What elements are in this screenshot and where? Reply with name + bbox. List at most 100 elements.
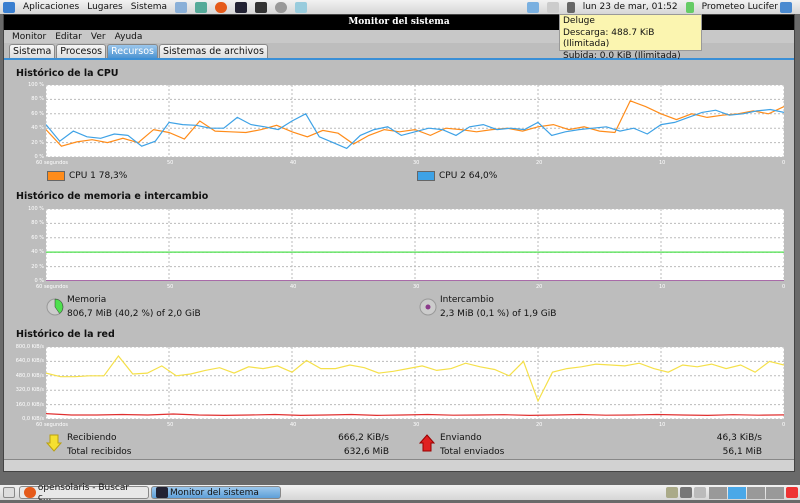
user-name[interactable]: Prometeo Lucifer (701, 2, 778, 12)
cpu2-color-swatch[interactable] (417, 171, 435, 181)
gnome-foot-icon[interactable] (3, 1, 15, 13)
task-firefox[interactable]: opensolaris - Buscar c... (19, 483, 149, 503)
settings-icon[interactable] (275, 1, 288, 13)
y-tick-label: 60 % (31, 110, 44, 117)
y-tick-label: 0 % (34, 278, 44, 284)
x-tick-label: 0 (782, 160, 786, 166)
tooltip-title: Deluge (563, 16, 595, 26)
received-label: Recibiendo (67, 433, 117, 443)
download-arrow-icon[interactable] (46, 434, 62, 452)
top-panel: Aplicaciones Lugares Sistema lun 23 de m… (0, 0, 800, 14)
y-tick-label: 480,0 KiB/s (15, 372, 44, 379)
deluge-icon[interactable] (526, 1, 539, 13)
memory-section-title: Histórico de memoria e intercambio (16, 191, 209, 202)
system-monitor-window: Monitor del sistema Monitor Editar Ver A… (3, 14, 795, 472)
task-label: opensolaris - Buscar c... (37, 482, 130, 503)
x-tick-label: 10 (659, 160, 666, 166)
x-tick-label: 0 (782, 284, 786, 290)
monitor-icon (156, 487, 168, 498)
y-tick-label: 40 % (31, 249, 44, 256)
show-desktop-icon[interactable] (3, 487, 15, 498)
firefox-icon[interactable] (215, 1, 228, 13)
menu-aplicaciones[interactable]: Aplicaciones (23, 2, 80, 12)
y-tick-label: 0 % (34, 154, 44, 160)
y-tick-label: 0,0 KiB/s (22, 416, 44, 422)
x-tick-label: 50 (167, 284, 174, 290)
menu-sistema[interactable]: Sistema (130, 2, 168, 12)
swap-pie-icon[interactable] (418, 297, 438, 317)
y-tick-label: 20 % (31, 139, 44, 146)
y-tick-label: 320,0 KiB/s (15, 387, 44, 394)
terminal-icon[interactable] (255, 1, 268, 13)
monitor-icon[interactable] (235, 1, 248, 13)
power-icon[interactable] (566, 1, 575, 13)
sent-rate: 46,3 KiB/s (716, 433, 762, 443)
memory-pie-icon[interactable] (45, 297, 65, 317)
mail-icon[interactable] (295, 1, 308, 13)
task-system-monitor[interactable]: Monitor del sistema (151, 486, 281, 499)
x-tick-label: 30 (413, 284, 420, 290)
status-bar (4, 459, 794, 471)
network-section-title: Histórico de la red (16, 329, 115, 340)
y-tick-label: 80 % (31, 96, 44, 103)
menu-lugares[interactable]: Lugares (87, 2, 123, 12)
received-line (45, 355, 785, 403)
received-rate: 666,2 KiB/s (338, 433, 389, 443)
x-tick-label: 20 (536, 160, 543, 166)
y-tick-label: 100 % (28, 82, 44, 88)
x-tick-label: 10 (659, 284, 666, 290)
trash-icon[interactable] (786, 487, 798, 498)
y-tick-label: 640,0 KiB/s (15, 358, 44, 365)
tab-sistemas-de-archivos[interactable]: Sistemas de archivos (159, 44, 268, 58)
workspace-4[interactable] (766, 486, 784, 499)
cpu1-color-swatch[interactable] (47, 171, 65, 181)
cpu-section-title: Histórico de la CPU (16, 68, 119, 79)
cpu2-legend: CPU 2 64,0% (439, 171, 498, 181)
received-total-label: Total recibidos (67, 447, 132, 457)
menu-ayuda[interactable]: Ayuda (114, 31, 143, 42)
swap-label: Intercambio (440, 295, 494, 305)
users-icon[interactable] (195, 1, 208, 13)
x-tick-label: 30 (413, 160, 420, 166)
menu-editar[interactable]: Editar (55, 31, 82, 42)
tab-procesos[interactable]: Procesos (56, 44, 107, 58)
x-tick-label: 40 (290, 422, 297, 428)
upload-arrow-icon[interactable] (419, 434, 435, 452)
x-tick-label: 60 segundos (36, 284, 68, 290)
menu-ver[interactable]: Ver (90, 31, 106, 42)
tray-icon[interactable] (680, 487, 692, 498)
cpu1-line (45, 100, 785, 147)
x-tick-label: 30 (413, 422, 420, 428)
y-tick-label: 20 % (31, 263, 44, 270)
tray-icon[interactable] (694, 487, 706, 498)
y-tick-label: 40 % (31, 125, 44, 132)
launcher-icon[interactable] (175, 1, 188, 13)
sent-total-label: Total enviados (440, 447, 505, 457)
tab-sistema[interactable]: Sistema (9, 44, 56, 58)
cpu1-legend: CPU 1 78,3% (69, 171, 128, 181)
sent-line (45, 413, 785, 417)
workspace-1[interactable] (709, 486, 727, 499)
x-tick-label: 0 (782, 422, 786, 428)
workspace-2[interactable] (728, 486, 746, 499)
y-tick-label: 160,0 KiB/s (15, 401, 44, 408)
tab-bar: Sistema Procesos Recursos Sistemas de ar… (4, 44, 794, 60)
tab-recursos[interactable]: Recursos (107, 44, 159, 58)
menu-monitor[interactable]: Monitor (12, 31, 47, 42)
task-label: Monitor del sistema (170, 487, 259, 498)
x-tick-label: 50 (167, 422, 174, 428)
y-tick-label: 60 % (31, 234, 44, 241)
shutdown-icon[interactable] (780, 1, 792, 13)
x-tick-label: 20 (536, 422, 543, 428)
workspace-3[interactable] (747, 486, 765, 499)
x-tick-label: 50 (167, 160, 174, 166)
y-tick-label: 100 % (28, 206, 44, 212)
memory-value: 806,7 MiB (40,2 %) of 2,0 GiB (67, 309, 201, 319)
volume-icon[interactable] (685, 1, 694, 13)
wifi-icon[interactable] (546, 1, 559, 13)
firefox-icon (24, 487, 36, 498)
x-tick-label: 20 (536, 284, 543, 290)
clock[interactable]: lun 23 de mar, 01:52 (582, 2, 678, 12)
deluge-tooltip: Deluge Descarga: 488.7 KiB (Ilimitada) S… (559, 14, 702, 61)
tray-icon[interactable] (666, 487, 678, 498)
